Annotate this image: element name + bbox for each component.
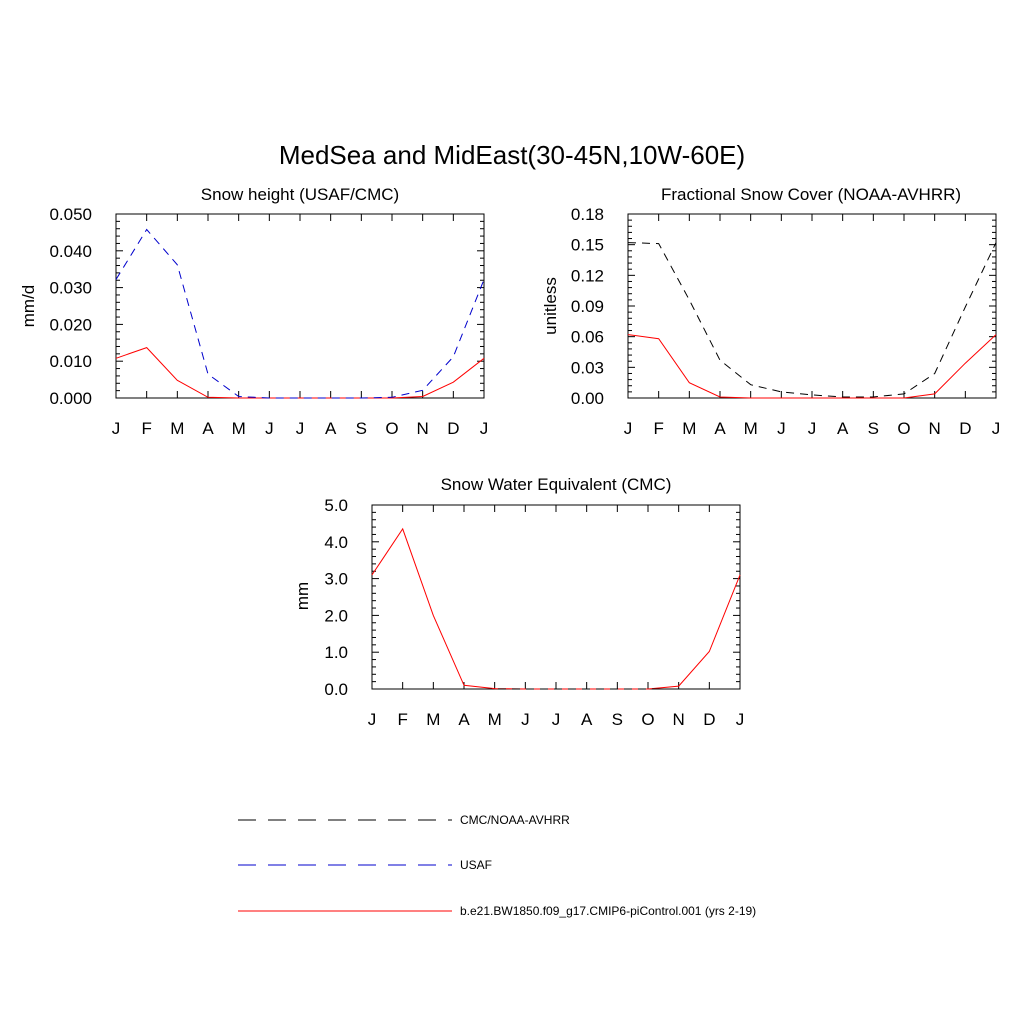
series-line-model: [627, 334, 997, 399]
chart-panel-snowcover: Fractional Snow Cover (NOAA-AVHRR) unitl…: [541, 185, 1000, 438]
legend-label-usaf: USAF: [460, 858, 492, 872]
x-tick-label: J: [521, 710, 530, 729]
x-tick-label: N: [417, 419, 429, 438]
x-tick-label: A: [581, 710, 593, 729]
chart-title-snowheight: Snow height (USAF/CMC): [201, 185, 399, 204]
y-tick-label: 0.18: [571, 205, 604, 224]
y-tick-label: 5.0: [324, 496, 348, 515]
series-line-model: [115, 347, 485, 399]
y-tick-label: 0.15: [571, 236, 604, 255]
x-tick-label: J: [992, 419, 1001, 438]
x-tick-label: O: [897, 419, 910, 438]
plot-area-swe: J F M A M J J A S O N D J0.01.02.03.04.05.0: [324, 496, 744, 729]
y-tick-label: 0.020: [49, 315, 92, 334]
x-tick-label: M: [744, 419, 758, 438]
x-tick-label: N: [673, 710, 685, 729]
x-tick-label: J: [296, 419, 305, 438]
y-tick-label: 2.0: [324, 606, 348, 625]
x-tick-label: D: [447, 419, 459, 438]
page-title: MedSea and MidEast(30-45N,10W-60E): [279, 140, 745, 170]
x-tick-label: A: [837, 419, 849, 438]
x-tick-label: J: [552, 710, 561, 729]
y-tick-label: 0.09: [571, 297, 604, 316]
x-tick-label: J: [777, 419, 786, 438]
plot-frame: [115, 213, 485, 399]
x-tick-label: F: [397, 710, 407, 729]
x-tick-label: S: [356, 419, 367, 438]
y-axis-label-snowcover: unitless: [541, 277, 560, 335]
y-tick-label: 0.000: [49, 389, 92, 408]
x-tick-label: J: [480, 419, 489, 438]
x-tick-label: J: [624, 419, 633, 438]
x-tick-label: J: [112, 419, 121, 438]
y-axis-label-snowheight: mm/d: [19, 285, 38, 328]
x-tick-label: J: [265, 419, 274, 438]
x-tick-label: S: [612, 710, 623, 729]
legend-label-cmc: CMC/NOAA-AVHRR: [460, 813, 570, 827]
x-tick-label: M: [488, 710, 502, 729]
x-tick-label: D: [703, 710, 715, 729]
x-tick-label: D: [959, 419, 971, 438]
plot-frame: [627, 213, 997, 399]
series-line-obs: [627, 242, 997, 398]
x-tick-label: M: [232, 419, 246, 438]
y-tick-label: 0.0: [324, 680, 348, 699]
y-axis-label-swe: mm: [293, 582, 312, 610]
x-tick-label: A: [714, 419, 726, 438]
x-tick-label: F: [141, 419, 151, 438]
x-tick-label: J: [808, 419, 817, 438]
x-tick-label: A: [202, 419, 214, 438]
legend: CMC/NOAA-AVHRR USAF b.e21.BW1850.f09_g17…: [238, 813, 756, 918]
plot-area-snowcover: J F M A M J J A S O N D J0.000.030.060.090.120.150.1…: [571, 205, 1000, 438]
x-tick-label: S: [868, 419, 879, 438]
x-tick-label: A: [325, 419, 337, 438]
legend-label-model: b.e21.BW1850.f09_g17.CMIP6-piControl.001…: [460, 904, 756, 918]
x-tick-label: O: [385, 419, 398, 438]
x-tick-label: O: [641, 710, 654, 729]
y-tick-label: 0.06: [571, 328, 604, 347]
y-tick-label: 0.030: [49, 279, 92, 298]
x-tick-label: F: [653, 419, 663, 438]
y-tick-label: 4.0: [324, 533, 348, 552]
x-tick-label: M: [170, 419, 184, 438]
chart-title-swe: Snow Water Equivalent (CMC): [441, 475, 672, 494]
y-tick-label: 0.050: [49, 205, 92, 224]
x-tick-label: J: [736, 710, 745, 729]
x-tick-label: M: [426, 710, 440, 729]
y-tick-label: 0.12: [571, 266, 604, 285]
chart-title-snowcover: Fractional Snow Cover (NOAA-AVHRR): [661, 185, 961, 204]
x-tick-label: N: [929, 419, 941, 438]
plot-area-snowheight: J F M A M J J A S O N D J0.0000.0100.0200.0300.0400.…: [49, 205, 488, 438]
y-tick-label: 0.00: [571, 389, 604, 408]
series-line-model: [371, 527, 741, 690]
y-tick-label: 1.0: [324, 643, 348, 662]
x-tick-label: M: [682, 419, 696, 438]
y-tick-label: 0.040: [49, 242, 92, 261]
y-tick-label: 0.03: [571, 358, 604, 377]
x-tick-label: A: [458, 710, 470, 729]
y-tick-label: 3.0: [324, 570, 348, 589]
series-line-obs: [115, 228, 485, 399]
x-tick-label: J: [368, 710, 377, 729]
y-tick-label: 0.010: [49, 352, 92, 371]
